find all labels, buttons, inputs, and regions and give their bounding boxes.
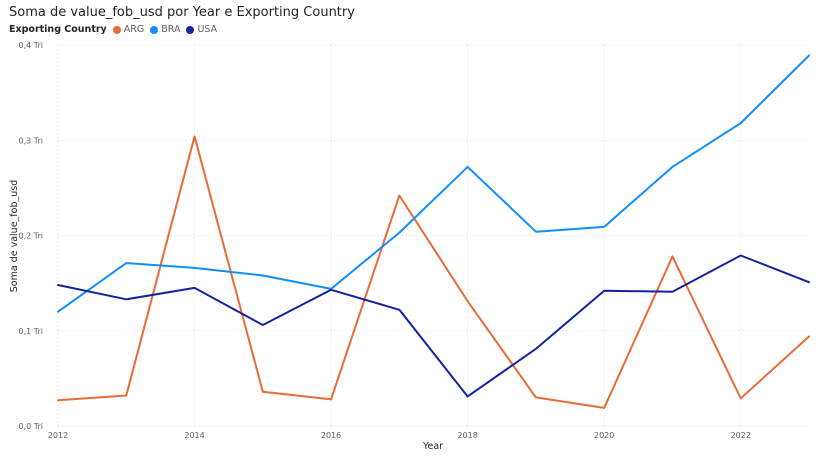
series-line-bra[interactable] bbox=[57, 54, 810, 313]
x-tick-label: 2016 bbox=[321, 431, 341, 440]
y-tick-label: 0,2 Tri bbox=[19, 232, 44, 241]
y-tick-label: 0,0 Tri bbox=[19, 422, 44, 431]
legend-dot-bra bbox=[150, 25, 159, 34]
series-lines bbox=[57, 54, 810, 409]
legend-label-arg: ARG bbox=[123, 24, 145, 35]
legend-item-arg[interactable]: ARG bbox=[112, 24, 145, 35]
y-tick-label: 0,4 Tri bbox=[19, 41, 44, 50]
x-tick-label: 2018 bbox=[457, 431, 477, 440]
x-tick-label: 2020 bbox=[594, 431, 614, 440]
y-axis-ticks: 0,0 Tri 0,1 Tri 0,2 Tri 0,3 Tri 0,4 Tri bbox=[19, 41, 44, 431]
x-axis-ticks: 2012 2014 2016 2018 2020 2022 bbox=[48, 431, 751, 440]
x-axis-label: Year bbox=[422, 441, 443, 452]
legend-item-bra[interactable]: BRA bbox=[150, 24, 180, 35]
legend-item-usa[interactable]: USA bbox=[186, 24, 217, 35]
series-line-usa[interactable] bbox=[57, 254, 810, 398]
x-tick-label: 2014 bbox=[184, 431, 204, 440]
legend-title: Exporting Country bbox=[9, 24, 107, 35]
gridlines bbox=[57, 44, 809, 427]
y-axis-label: Soma de value_fob_usd bbox=[9, 180, 20, 292]
legend-label-bra: BRA bbox=[161, 24, 181, 35]
x-tick-label: 2022 bbox=[731, 431, 751, 440]
legend: Exporting Country ARG BRA USA bbox=[9, 24, 223, 35]
chart-title: Soma de value_fob_usd por Year e Exporti… bbox=[9, 5, 355, 20]
x-tick-label: 2012 bbox=[48, 431, 68, 440]
legend-dot-arg bbox=[112, 25, 121, 34]
legend-label-usa: USA bbox=[197, 24, 218, 35]
y-tick-label: 0,3 Tri bbox=[19, 136, 44, 145]
y-tick-label: 0,1 Tri bbox=[19, 327, 44, 336]
series-line-arg[interactable] bbox=[57, 135, 810, 409]
legend-dot-usa bbox=[186, 25, 195, 34]
